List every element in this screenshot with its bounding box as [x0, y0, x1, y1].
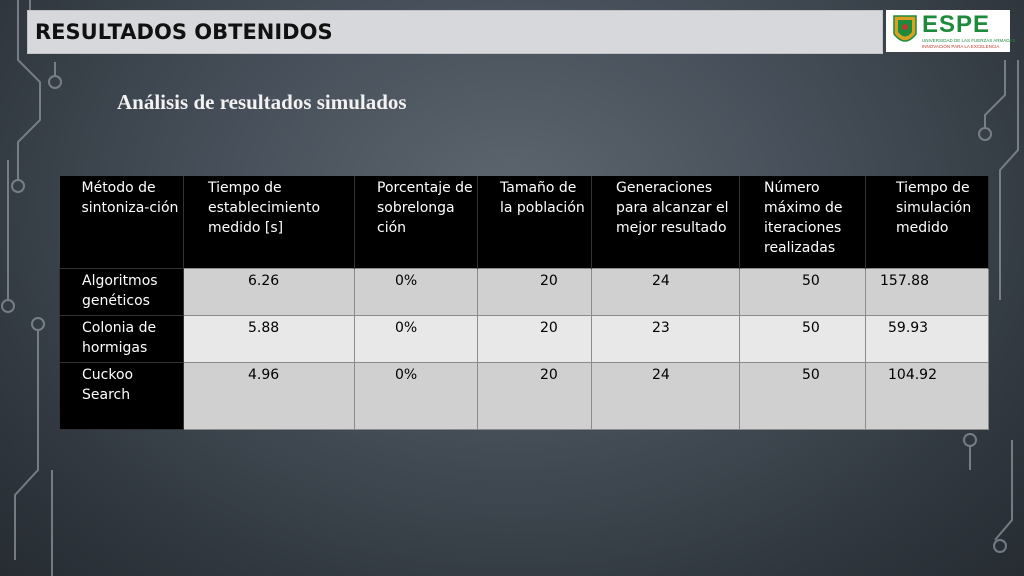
cell-settling-time: 5.88 — [183, 315, 355, 363]
row-method: Colonia de hormigas — [59, 315, 184, 363]
row-method: Algoritmos genéticos — [59, 268, 184, 316]
table-header-row: Método de sintoniza-ción Tiempo de estab… — [59, 176, 989, 269]
header-sim-time: Tiempo de simulación medido — [865, 176, 989, 269]
cell-iterations: 50 — [739, 315, 866, 363]
logo-tagline: UNIVERSIDAD DE LAS FUERZAS ARMADAS — [922, 38, 1016, 43]
row-method: Cuckoo Search — [59, 362, 184, 430]
university-logo: ESPE UNIVERSIDAD DE LAS FUERZAS ARMADAS … — [886, 10, 1016, 52]
cell-population: 20 — [477, 268, 592, 316]
table-row: Colonia de hormigas 5.88 0% 20 23 50 59.… — [59, 315, 989, 363]
logo-motto: INNOVACIÓN PARA LA EXCELENCIA — [922, 44, 1000, 49]
header-population: Tamaño de la población — [477, 176, 592, 269]
page-title: RESULTADOS OBTENIDOS — [35, 20, 333, 44]
cell-sim-time: 157.88 — [865, 268, 989, 316]
cell-settling-time: 4.96 — [183, 362, 355, 430]
cell-settling-time: 6.26 — [183, 268, 355, 316]
header-iterations: Número máximo de iteraciones realizadas — [739, 176, 866, 269]
title-bar: RESULTADOS OBTENIDOS — [27, 10, 883, 54]
slide-subtitle: Análisis de resultados simulados — [117, 90, 407, 114]
table-row: Algoritmos genéticos 6.26 0% 20 24 50 15… — [59, 268, 989, 316]
cell-overshoot: 0% — [354, 315, 478, 363]
table-row: Cuckoo Search 4.96 0% 20 24 50 104.92 — [59, 362, 989, 430]
results-table: Método de sintoniza-ción Tiempo de estab… — [59, 176, 989, 430]
cell-generations: 24 — [591, 268, 740, 316]
logo-wordmark: ESPE — [922, 11, 991, 38]
cell-overshoot: 0% — [354, 362, 478, 430]
crest-icon — [893, 15, 917, 42]
cell-population: 20 — [477, 362, 592, 430]
cell-overshoot: 0% — [354, 268, 478, 316]
header-overshoot: Porcentaje de sobrelonga ción — [354, 176, 478, 269]
cell-iterations: 50 — [739, 268, 866, 316]
header-method: Método de sintoniza-ción — [59, 176, 184, 269]
cell-sim-time: 104.92 — [865, 362, 989, 430]
cell-sim-time: 59.93 — [865, 315, 989, 363]
cell-generations: 23 — [591, 315, 740, 363]
header-settling-time: Tiempo de establecimiento medido [s] — [183, 176, 355, 269]
header-generations: Generaciones para alcanzar el mejor resu… — [591, 176, 740, 269]
cell-generations: 24 — [591, 362, 740, 430]
cell-iterations: 50 — [739, 362, 866, 430]
cell-population: 20 — [477, 315, 592, 363]
